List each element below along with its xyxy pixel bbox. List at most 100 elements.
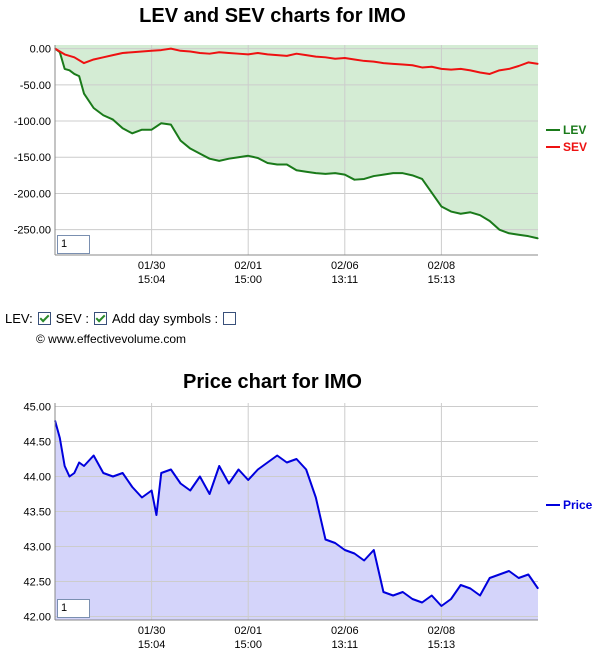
data-point-lev xyxy=(208,158,211,160)
data-point-price xyxy=(295,458,298,460)
legend-label-price: Price xyxy=(563,498,593,512)
data-point-sev xyxy=(73,56,75,58)
data-point-sev xyxy=(527,61,529,63)
data-point-lev xyxy=(64,68,66,70)
data-point-price xyxy=(276,454,278,457)
data-point-price xyxy=(498,573,500,576)
data-point-price xyxy=(537,587,539,590)
data-point-sev xyxy=(276,54,278,56)
data-point-lev xyxy=(179,139,182,142)
x-tick-label: 02/01 xyxy=(234,260,262,272)
data-point-sev xyxy=(266,53,269,56)
data-point-lev xyxy=(411,174,414,176)
data-point-lev xyxy=(78,75,80,77)
data-point-lev xyxy=(102,114,104,116)
price-chart: 45.00 44.50 44.00 43.50 43.00 42.50 42.00 01/30… xyxy=(23,402,593,652)
data-point-lev xyxy=(73,73,75,75)
data-point-price xyxy=(83,465,85,467)
data-point-lev xyxy=(228,158,230,160)
data-point-price xyxy=(112,475,114,478)
data-point-price xyxy=(199,475,201,478)
data-point-lev xyxy=(237,156,240,158)
lev-sev-zoom-input[interactable]: 1 xyxy=(57,235,90,254)
data-point-sev xyxy=(112,54,114,56)
data-point-sev xyxy=(498,69,500,71)
data-point-sev xyxy=(421,66,423,69)
data-point-sev xyxy=(131,51,133,53)
x-tick-label: 02/01 xyxy=(234,625,262,637)
lev-sev-chart: 0.00 -50.00 -100.00 -150.00 -200.00 -250.00 01… xyxy=(14,44,587,286)
data-point-sev xyxy=(479,71,481,74)
data-point-sev xyxy=(450,69,452,71)
y-tick-label: 43.50 xyxy=(23,507,51,519)
data-point-sev xyxy=(218,51,220,53)
data-point-lev xyxy=(122,127,124,129)
data-point-sev xyxy=(392,63,394,65)
data-point-price xyxy=(421,601,423,604)
data-point-price xyxy=(344,549,346,551)
data-point-price xyxy=(73,472,75,474)
sev-checkbox[interactable] xyxy=(93,312,107,325)
x-tick-label: 02/06 xyxy=(331,625,359,637)
y-tick-label: -200.00 xyxy=(14,188,51,200)
data-point-price xyxy=(489,577,491,579)
data-point-sev xyxy=(122,52,124,54)
copyright-notice: © www.effectivevolume.com xyxy=(36,332,187,346)
data-point-sev xyxy=(402,63,404,66)
data-point-sev xyxy=(431,66,433,68)
data-point-lev xyxy=(382,174,385,176)
lev-checkbox[interactable] xyxy=(37,312,51,325)
data-point-sev xyxy=(460,68,462,70)
data-point-lev xyxy=(402,172,404,174)
price-zoom-input[interactable]: 1 xyxy=(57,599,90,618)
data-point-lev xyxy=(266,162,269,164)
data-point-lev xyxy=(363,178,365,180)
data-point-sev xyxy=(440,68,442,70)
y-tick-label: 43.00 xyxy=(23,542,51,554)
data-point-lev xyxy=(247,155,249,157)
data-point-lev xyxy=(305,171,307,173)
data-point-sev xyxy=(537,63,539,65)
day-symbols-checkbox[interactable] xyxy=(223,312,237,325)
data-point-price xyxy=(363,559,365,562)
data-point-sev xyxy=(363,60,365,62)
data-point-price xyxy=(208,493,211,495)
data-point-price xyxy=(373,549,375,551)
data-point-sev xyxy=(83,62,85,64)
x-tick-label: 13:11 xyxy=(331,274,358,286)
x-tick-label: 15:00 xyxy=(234,274,262,286)
data-point-price xyxy=(431,594,433,597)
data-point-price xyxy=(122,472,124,474)
data-point-sev xyxy=(305,54,307,56)
x-tick-label: 15:13 xyxy=(428,639,456,651)
data-point-sev xyxy=(93,58,95,61)
x-tick-label: 01/30 xyxy=(138,260,166,272)
data-point-price xyxy=(170,468,172,471)
y-tick-label: -250.00 xyxy=(14,225,51,237)
data-point-sev xyxy=(170,48,172,50)
x-tick-label: 01/30 xyxy=(138,625,166,637)
x-tick-label: 15:04 xyxy=(138,274,166,286)
data-point-lev xyxy=(431,192,433,194)
data-point-lev xyxy=(479,214,481,216)
data-point-price xyxy=(102,472,104,474)
data-point-lev xyxy=(276,163,278,166)
data-point-sev xyxy=(518,65,520,67)
data-point-lev xyxy=(373,175,375,177)
data-point-sev xyxy=(247,53,249,56)
data-point-price xyxy=(160,472,162,474)
legend-label-sev: SEV xyxy=(563,140,587,154)
x-tick-label: 13:11 xyxy=(331,639,358,651)
data-point-sev xyxy=(315,55,317,58)
data-point-lev xyxy=(440,205,442,208)
x-tick-label: 02/08 xyxy=(428,260,456,272)
day-symbols-checkbox-label: Add day symbols : xyxy=(111,311,219,326)
data-point-sev xyxy=(257,52,259,54)
data-point-sev xyxy=(324,56,327,58)
data-point-price xyxy=(460,584,462,586)
data-point-lev xyxy=(83,92,85,95)
data-point-sev xyxy=(411,64,414,66)
data-point-lev xyxy=(353,179,356,181)
data-point-lev xyxy=(489,220,491,222)
data-point-sev xyxy=(160,49,162,51)
